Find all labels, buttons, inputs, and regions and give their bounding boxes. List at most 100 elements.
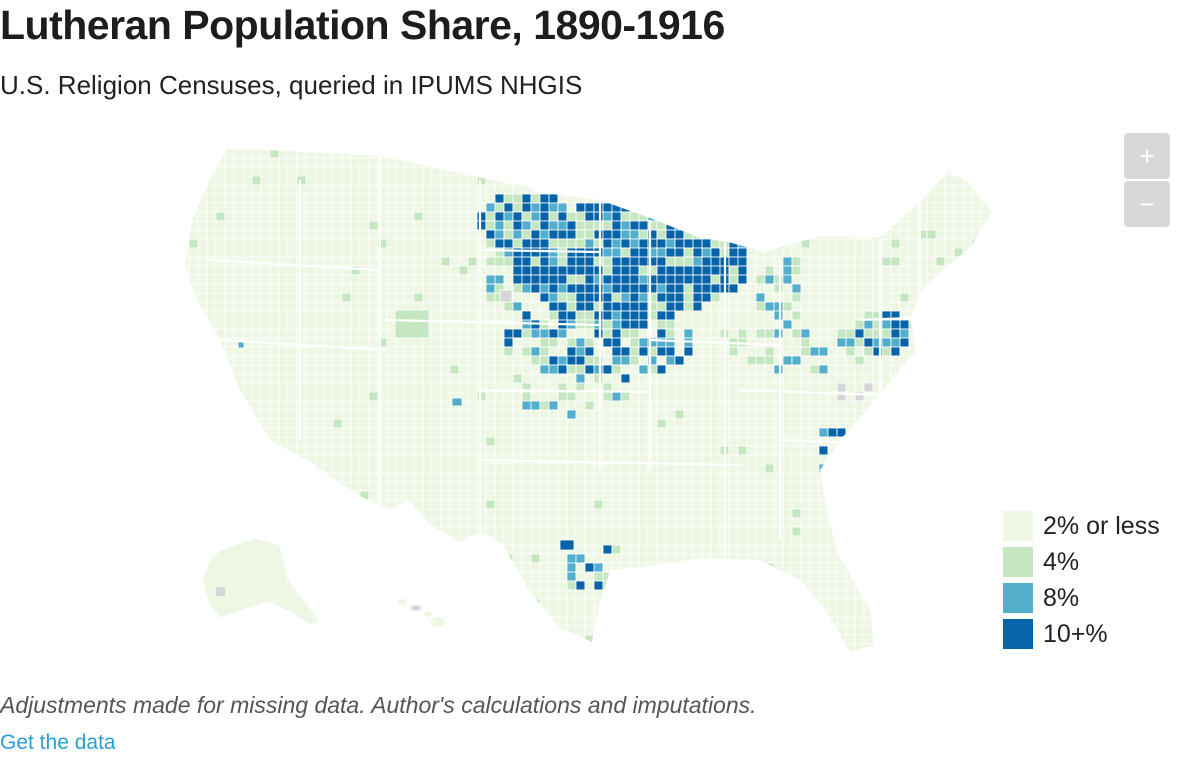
county-cell — [216, 653, 225, 660]
county-cell — [185, 283, 190, 294]
county-cell — [278, 391, 289, 402]
county-cell — [791, 238, 802, 249]
county-cell — [827, 274, 838, 285]
county-cell — [890, 400, 901, 411]
county-cell — [674, 607, 685, 618]
county-cell — [917, 499, 928, 510]
county-cell — [665, 202, 676, 213]
county-cell — [845, 463, 856, 474]
county-cell — [449, 409, 460, 420]
county-cell — [710, 166, 721, 177]
county-cell — [305, 247, 316, 258]
county-cell — [594, 653, 603, 660]
county-cell — [449, 463, 460, 474]
county-cell — [404, 400, 415, 411]
choropleth-map[interactable] — [180, 140, 1000, 660]
county-cell — [386, 454, 397, 465]
county-cell — [692, 319, 703, 330]
county-cell — [593, 625, 604, 636]
county-cell — [701, 310, 712, 321]
county-cell — [449, 346, 460, 357]
county-cell — [359, 499, 370, 510]
county-cell — [944, 526, 955, 537]
county-cell — [755, 274, 766, 285]
county-cell — [755, 310, 766, 321]
county-cell — [287, 625, 298, 636]
county-cell — [197, 454, 208, 465]
county-cell — [459, 653, 468, 660]
county-cell — [350, 373, 361, 384]
county-cell — [926, 328, 937, 339]
county-cell — [557, 283, 568, 294]
county-cell — [944, 553, 955, 564]
county-cell — [449, 202, 460, 213]
county-cell — [683, 643, 694, 652]
county-cell — [512, 562, 523, 573]
county-cell — [836, 382, 847, 393]
county-cell — [620, 607, 631, 618]
county-cell — [845, 589, 856, 600]
county-cell — [566, 580, 577, 591]
county-cell — [422, 238, 433, 249]
county-cell — [369, 653, 378, 660]
county-cell — [296, 283, 307, 294]
county-cell — [332, 292, 343, 303]
county-cell — [305, 148, 316, 150]
county-cell — [611, 409, 622, 420]
county-cell — [350, 571, 361, 582]
county-cell — [368, 409, 379, 420]
county-cell — [359, 328, 370, 339]
county-cell — [611, 607, 622, 618]
county-cell — [314, 463, 325, 474]
county-cell — [899, 643, 910, 652]
county-cell — [710, 427, 721, 438]
county-cell — [917, 508, 928, 519]
county-cell — [602, 202, 613, 213]
county-cell — [656, 526, 667, 537]
county-cell — [440, 490, 451, 501]
county-cell — [539, 508, 550, 519]
county-cell — [872, 553, 883, 564]
county-cell — [323, 319, 334, 330]
county-cell — [863, 391, 874, 402]
county-cell — [512, 175, 523, 186]
county-cell — [269, 418, 280, 429]
county-cell — [674, 256, 685, 267]
county-cell — [422, 553, 433, 564]
county-cell — [935, 463, 946, 474]
county-cell — [332, 400, 343, 411]
county-cell — [512, 589, 523, 600]
county-cell — [629, 175, 640, 186]
county-cell — [611, 229, 622, 240]
county-cell — [512, 166, 523, 177]
county-cell — [944, 193, 955, 204]
county-cell — [458, 571, 469, 582]
county-cell — [818, 328, 829, 339]
county-cell — [692, 481, 703, 492]
county-cell — [665, 229, 676, 240]
county-cell — [584, 562, 595, 573]
county-cell — [764, 445, 775, 456]
county-cell — [683, 436, 694, 447]
county-cell — [530, 589, 541, 600]
county-cell — [692, 391, 703, 402]
county-cell — [611, 148, 622, 150]
county-cell — [926, 472, 937, 483]
county-cell — [602, 229, 613, 240]
county-cell — [782, 418, 793, 429]
county-cell — [314, 175, 325, 186]
county-cell — [548, 634, 559, 645]
county-cell — [368, 301, 379, 312]
county-cell — [854, 238, 865, 249]
county-cell — [224, 364, 235, 375]
county-cell — [512, 544, 523, 555]
county-cell — [185, 328, 190, 339]
county-cell — [827, 364, 838, 375]
county-cell — [836, 148, 847, 150]
county-cell — [710, 607, 721, 618]
county-cell — [755, 409, 766, 420]
county-cell — [791, 274, 802, 285]
county-cell — [242, 301, 253, 312]
county-cell — [602, 148, 613, 150]
county-cell — [638, 292, 649, 303]
